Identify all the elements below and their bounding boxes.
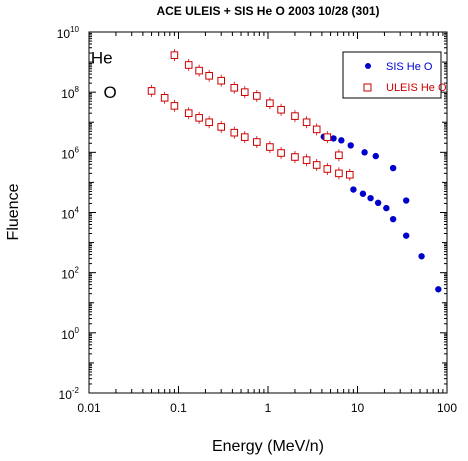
point-uleis-he-o-he [291,112,299,120]
point-uleis-he-o-o [323,165,332,173]
point-uleis-he-o-o [345,170,354,179]
point-uleis-he-o-he [266,99,274,107]
point-uleis-he-o-o [240,133,249,141]
chart-title: ACE ULEIS + SIS He O 2003 10/28 (301) [156,4,379,18]
x-axis-label: Energy (MeV/n) [212,438,324,455]
point-uleis-he-o-o [266,143,274,151]
point-uleis-he-o-he [184,61,193,69]
y-tick-label: 100 [61,326,79,342]
point-uleis-he-o-o [230,128,239,137]
point-sis-he-o-o [389,215,397,223]
y-tick-label: 10-2 [59,386,80,402]
y-tick-label: 106 [61,145,79,161]
point-sis-he-o-o [383,204,390,212]
x-tick-label: 0.1 [170,401,187,415]
legend: SIS He O ULEIS He O [342,51,447,99]
point-sis-he-o-o [418,253,425,260]
annotation-o: O [103,83,116,102]
point-uleis-he-o-o [335,169,343,178]
point-sis-he-o-he [347,142,354,149]
point-sis-he-o-he [372,152,379,160]
point-uleis-he-o-he [335,151,343,160]
point-uleis-he-o-o [184,109,193,117]
legend-label-uleis: ULEIS He O [386,82,447,94]
point-uleis-he-o-he [240,88,249,96]
point-uleis-he-o-o [205,118,213,127]
point-sis-he-o-he [330,135,337,142]
point-uleis-he-o-he [195,66,203,75]
point-sis-he-o-o [367,194,374,202]
point-sis-he-o-o [435,286,442,293]
y-tick-label: 102 [61,266,79,282]
point-uleis-he-o-o [160,93,169,102]
point-uleis-he-o-o [253,138,261,146]
point-sis-he-o-o [402,232,410,239]
legend-marker-sis [365,63,371,69]
point-uleis-he-o-o [217,123,226,131]
point-uleis-he-o-he [277,105,285,114]
y-tick-label: 108 [61,85,79,101]
legend-marker-uleis [363,83,372,92]
point-uleis-he-o-he [230,83,239,92]
x-tick-labels: 0.01 0.1 1 10 100 [77,401,457,415]
point-uleis-he-o-o [147,87,156,95]
point-uleis-he-o-o [277,149,285,157]
point-sis-he-o-o [359,190,367,197]
point-uleis-he-o-o [302,156,311,164]
x-tick-label: 0.01 [77,401,101,415]
legend-label-sis: SIS He O [386,61,433,73]
point-sis-he-o-he [361,149,368,156]
point-uleis-he-o-he [323,133,332,141]
point-uleis-he-o-he [253,92,261,100]
point-sis-he-o-o [350,186,357,193]
point-sis-he-o-he [389,164,397,172]
point-uleis-he-o-he [302,118,311,127]
point-uleis-he-o-he [312,125,321,134]
y-tick-labels: 10-2 100 102 104 106 108 1010 [57,25,80,402]
point-uleis-he-o-o [291,153,299,161]
point-sis-he-o-he [338,137,345,144]
point-uleis-he-o-he [217,76,226,85]
annotation-he: He [91,49,113,68]
point-uleis-he-o-o [195,114,203,122]
data-points [147,49,442,293]
y-tick-label: 104 [61,206,79,222]
axis-ticks [88,32,447,394]
y-axis-label: Fluence [5,183,22,240]
point-uleis-he-o-o [312,161,321,169]
y-tick-label: 1010 [57,25,80,41]
point-sis-he-o-o [374,199,382,207]
point-sis-he-o-he [402,197,410,204]
x-tick-label: 10 [351,401,365,415]
legend-box [342,51,442,99]
point-uleis-he-o-o [170,102,179,110]
point-uleis-he-o-he [205,71,213,80]
x-tick-label: 100 [437,401,457,415]
x-tick-label: 1 [265,401,272,415]
point-uleis-he-o-he [170,51,179,59]
